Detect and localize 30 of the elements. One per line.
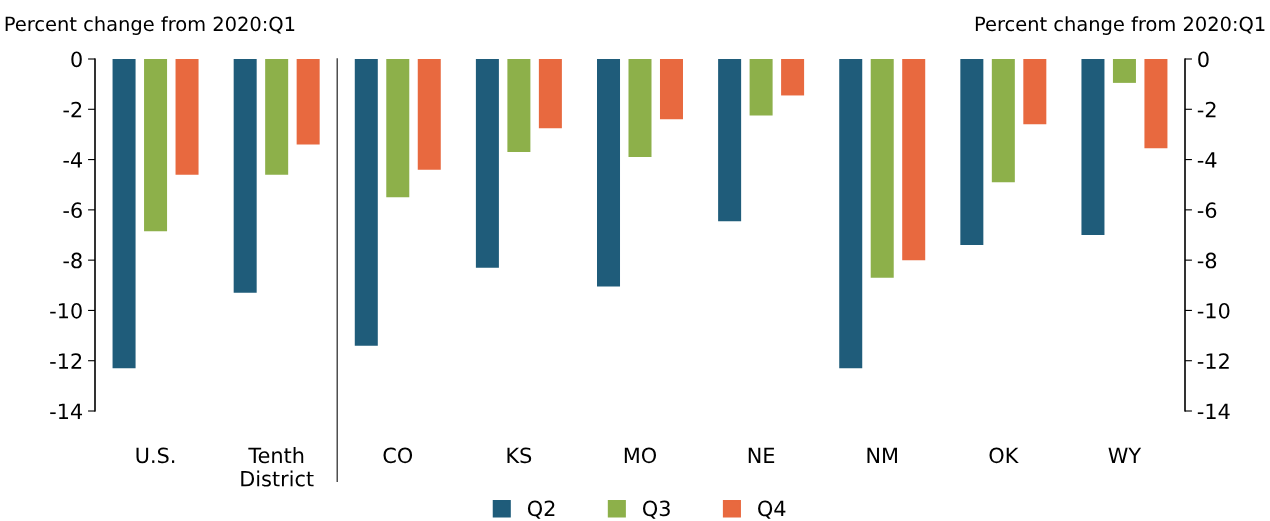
x-tick-label: NE [748,447,775,463]
y2-tick-label: -2 [1197,101,1216,118]
y-tick-label: -8 [63,252,82,269]
y-tick-label: -14 [50,403,83,419]
x-tick-label: MO [624,447,657,464]
y2-tick-label: -12 [1197,353,1229,369]
y2-tick-label: -6 [1197,202,1217,219]
y2-tick-label: -10 [1197,302,1230,319]
x-tick-label: CO [383,447,413,464]
y2-tick-label: -14 [1197,403,1230,419]
y-tick-label: -12 [50,353,82,369]
y2-tick-label: -4 [1197,152,1217,168]
y2-axis-title: Percent change from 2020:Q1 [975,16,1265,35]
x-tick-label: WY [1108,447,1142,463]
y-tick-label: -10 [50,302,82,319]
x-tick-label: Tenth District [241,447,314,487]
x-tick-label: OK [989,447,1019,464]
y2-tick-label: -8 [1197,252,1217,269]
x-tick-label: U.S. [136,447,175,464]
y2-tick-label: 0 [1198,51,1209,68]
y-tick-label: -4 [63,152,83,168]
y-tick-label: -2 [63,101,82,118]
x-tick-label: NM [867,447,897,463]
x-tick-label: KS [507,447,532,464]
legend-label: Q4 [758,500,786,519]
y-tick-label: -6 [63,202,82,219]
legend-label: Q2 [527,500,555,519]
legend-label: Q3 [643,500,670,519]
y-axis-title: Percent change from 2020:Q1 [5,16,295,35]
y-tick-label: 0 [71,51,82,68]
